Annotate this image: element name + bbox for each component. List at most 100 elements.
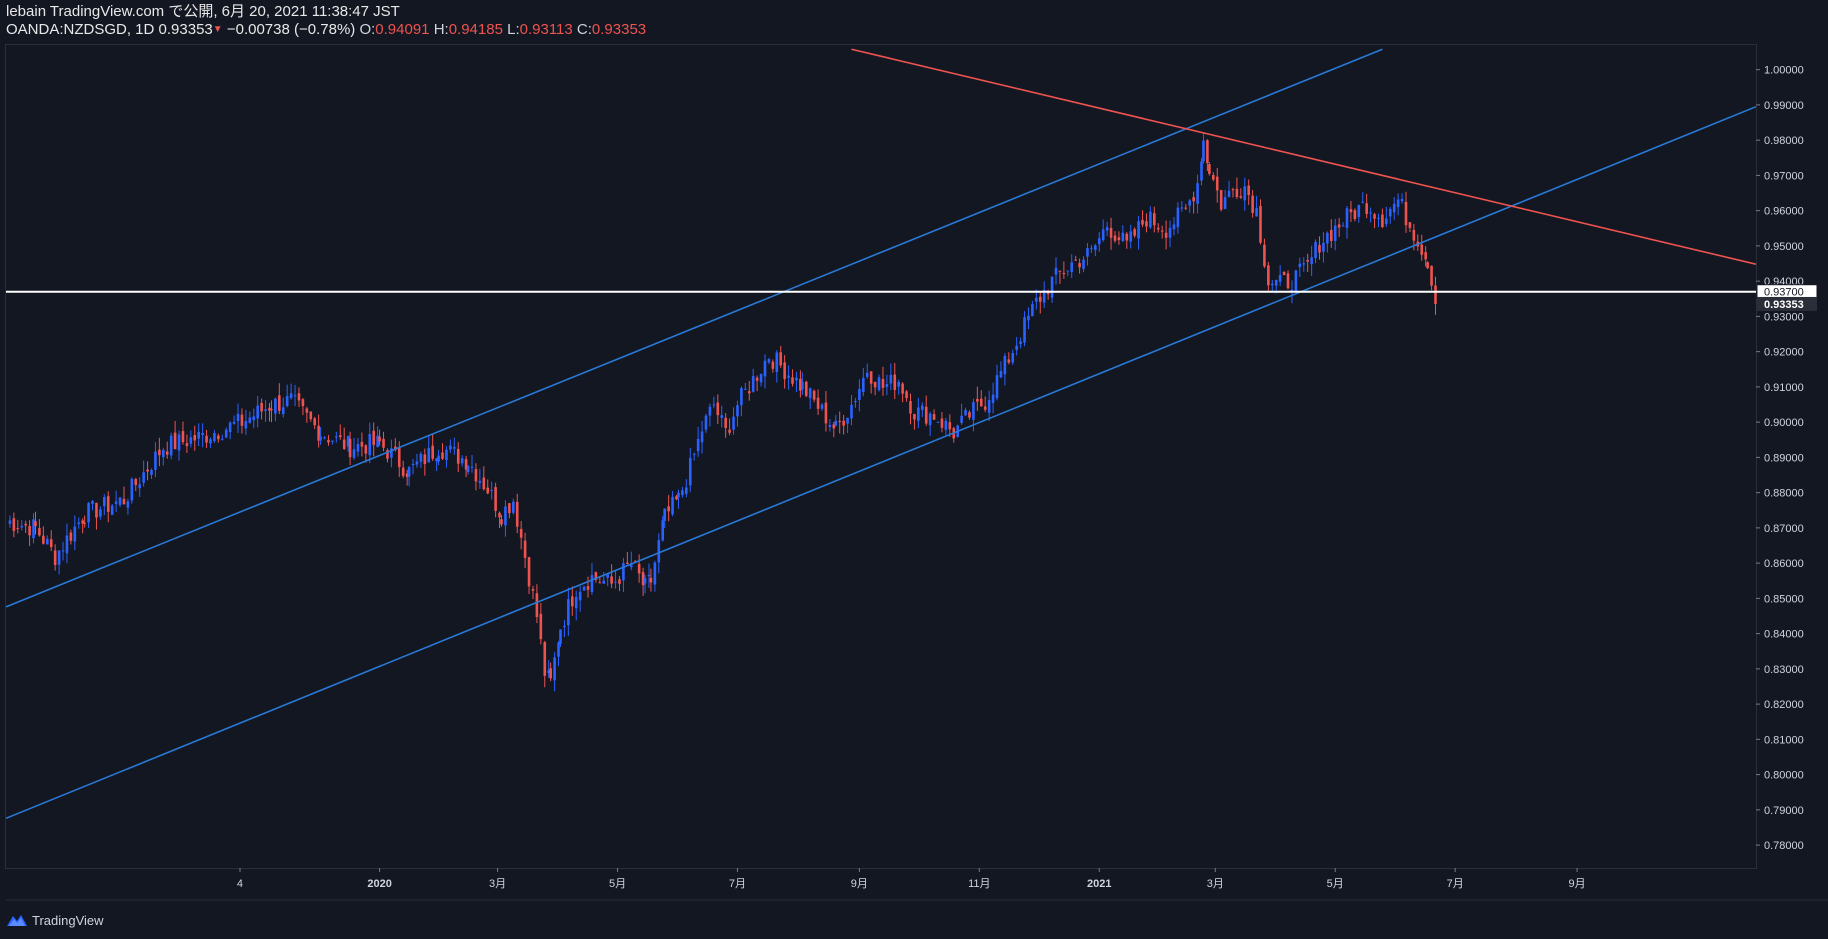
candle-body <box>154 451 157 470</box>
candle-body <box>1434 285 1437 305</box>
candle-body <box>1408 222 1412 228</box>
candle-body <box>1094 245 1097 250</box>
candle-body <box>610 576 613 584</box>
candle-body <box>675 496 678 500</box>
candle-body <box>197 431 200 439</box>
candle-body <box>944 420 948 430</box>
candle-body <box>122 498 126 505</box>
candle-body <box>224 429 228 438</box>
candle-body <box>146 469 149 472</box>
candle-body <box>1337 224 1341 228</box>
candle-body <box>256 405 259 419</box>
tradingview-logo-icon[interactable] <box>6 913 28 927</box>
candle-body <box>1404 201 1408 226</box>
candle-body <box>474 469 478 482</box>
time-tick-label: 9月 <box>1569 878 1586 890</box>
price-tick-label: 0.86000 <box>1764 558 1804 570</box>
candle-body <box>1176 207 1180 228</box>
candle-body <box>987 400 991 413</box>
candle-body <box>1188 200 1192 206</box>
candle-body <box>482 477 486 490</box>
price-tick-label: 0.98000 <box>1764 135 1804 147</box>
candle-body <box>456 448 460 464</box>
candle-body <box>478 480 482 483</box>
candle-body <box>893 374 897 390</box>
time-tick-label: 4 <box>237 878 243 890</box>
time-tick-label: 9月 <box>851 878 868 890</box>
candle-body <box>1031 304 1034 317</box>
candle-body <box>232 421 236 424</box>
candle-body <box>28 525 31 536</box>
candle-body <box>1318 244 1321 253</box>
symbol-label[interactable]: OANDA:NZDSGD, 1D <box>6 21 155 38</box>
candle-body <box>787 375 790 378</box>
candle-body <box>842 420 845 426</box>
candle-body <box>1206 140 1209 164</box>
candle-body <box>1430 265 1433 286</box>
candle-body <box>708 406 712 416</box>
candle-body <box>751 376 755 392</box>
candle-body <box>490 490 493 492</box>
candle-body <box>1259 205 1262 243</box>
candle-body <box>515 501 519 527</box>
candle-body <box>81 520 84 524</box>
candle-body <box>205 435 208 443</box>
candle-body <box>99 509 102 517</box>
time-tick-label: 3月 <box>489 878 506 890</box>
candle-body <box>928 413 932 426</box>
candle-body <box>138 484 142 489</box>
candle-body <box>1322 242 1325 252</box>
candle-body <box>535 593 539 618</box>
candle-body <box>356 444 360 452</box>
candle-body <box>73 526 77 542</box>
candle-body <box>61 550 65 552</box>
candle-body <box>270 409 273 411</box>
price-tick-label: 0.93000 <box>1764 311 1804 323</box>
candle-body <box>724 417 727 429</box>
time-tick-label: 2020 <box>367 878 391 890</box>
candle-body <box>732 416 735 430</box>
candle-body <box>850 404 853 419</box>
candle-body <box>791 377 794 384</box>
time-tick-label: 5月 <box>609 878 626 890</box>
candle-body <box>1180 207 1184 209</box>
candle-body <box>667 506 670 512</box>
candle-body <box>1184 207 1188 209</box>
candle-body <box>795 377 798 381</box>
candle-body <box>42 535 45 544</box>
candle-body <box>437 455 440 462</box>
price-axis[interactable]: 1.00000 0.99000 0.98000 0.97000 0.96000 0.950… <box>1756 65 1818 852</box>
price-tick-label: 0.78000 <box>1764 840 1804 852</box>
candle-body <box>20 525 24 528</box>
candle-body <box>77 522 81 525</box>
low-label: L: <box>507 21 520 38</box>
candle-body <box>1392 203 1396 213</box>
footer-brand[interactable]: TradingView <box>32 912 104 928</box>
candle-body <box>649 577 653 583</box>
candle-body <box>618 579 621 584</box>
candle-body <box>598 582 602 584</box>
publish-title: lebain TradingView.com で公開, 6月 20, 2021 … <box>6 3 400 20</box>
time-axis[interactable]: 4 2020 3月 5月 7月 9月 11月 2021 3月 5月 7月 9月 <box>6 868 1828 901</box>
candle-body <box>1388 208 1392 217</box>
candle-body <box>1082 259 1085 269</box>
candle-body <box>1153 213 1156 226</box>
candle-body <box>1023 317 1026 343</box>
candle-body <box>323 437 326 439</box>
candle-body <box>979 398 983 407</box>
candle-body <box>775 352 779 372</box>
drawings[interactable] <box>6 48 1756 820</box>
candle-body <box>470 466 474 468</box>
candle-body <box>905 391 908 399</box>
candle-body <box>1400 198 1404 202</box>
price-change: −0.00738 (−0.78%) <box>226 21 356 38</box>
candle-body <box>209 439 212 444</box>
last-price-badge <box>1757 296 1817 311</box>
candle-body <box>1373 214 1376 219</box>
candle-body <box>494 487 497 511</box>
channel-upper-line <box>6 48 1383 608</box>
candle-body <box>1121 232 1125 241</box>
candle-body <box>45 538 49 545</box>
candle-body <box>1196 183 1199 204</box>
